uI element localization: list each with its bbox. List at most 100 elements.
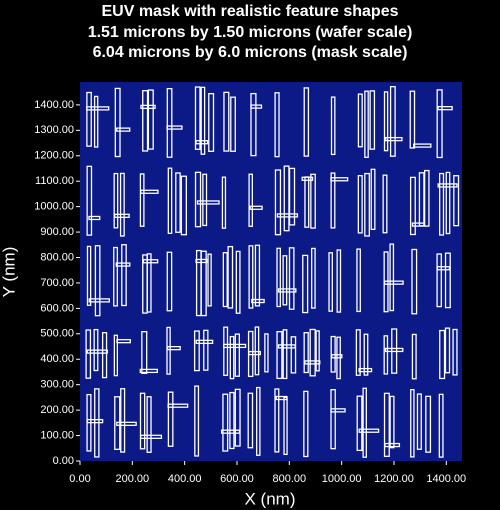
feature [383, 335, 389, 375]
feature [88, 298, 110, 303]
feature [194, 86, 201, 150]
feature [196, 200, 220, 205]
feature [229, 335, 235, 380]
feature [113, 334, 119, 377]
feature [194, 171, 202, 228]
feature [167, 403, 189, 408]
feature [223, 91, 230, 152]
y-tick-label: 400.00 [40, 353, 74, 365]
feature [311, 247, 316, 309]
feature [288, 247, 295, 310]
feature [423, 169, 430, 227]
feature [250, 92, 257, 157]
feature [140, 104, 156, 110]
y-tick-label: 600.00 [40, 302, 74, 314]
feature [358, 367, 373, 373]
feature [200, 250, 207, 317]
feature [274, 169, 282, 236]
feature [94, 245, 101, 317]
feature [86, 245, 92, 306]
feature [437, 106, 453, 111]
x-tick-label: 1200.00 [374, 473, 414, 485]
feature [250, 104, 263, 109]
feature [336, 249, 342, 313]
feature [370, 168, 376, 231]
feature [357, 175, 363, 234]
feature [364, 172, 370, 237]
y-tick-label: 1300.00 [34, 124, 74, 136]
y-tick-label: 900.00 [40, 226, 74, 238]
feature [439, 172, 445, 236]
feature [416, 393, 422, 450]
feature [384, 347, 404, 353]
x-tick-label: 400.00 [168, 473, 202, 485]
feature [142, 90, 149, 152]
feature [302, 254, 309, 314]
feature [410, 389, 415, 458]
plot-area [80, 82, 462, 461]
feature [275, 395, 288, 401]
feature [116, 339, 131, 344]
feature [249, 205, 263, 210]
feature [357, 93, 363, 148]
feature [452, 328, 458, 376]
feature [86, 349, 108, 354]
feature [328, 252, 333, 312]
feature [235, 250, 241, 314]
feature [254, 244, 261, 307]
feature [383, 280, 404, 285]
feature [195, 258, 208, 264]
feature [227, 245, 234, 309]
feature [315, 330, 320, 372]
feature [384, 442, 401, 448]
feature [383, 392, 390, 457]
feature [445, 171, 451, 235]
feature [282, 329, 288, 380]
feature [411, 333, 417, 380]
feature [264, 333, 269, 373]
feature [203, 329, 209, 371]
y-tick-label: 500.00 [40, 328, 74, 340]
feature [221, 176, 227, 229]
feature [277, 344, 296, 349]
feature [330, 172, 336, 229]
feature [444, 252, 451, 309]
feature [355, 329, 361, 376]
feature [116, 127, 131, 132]
feature [436, 253, 442, 308]
feature [93, 95, 99, 148]
feature [364, 90, 369, 158]
y-tick-label: 1100.00 [35, 175, 74, 187]
feature [121, 244, 127, 307]
feature [330, 96, 336, 156]
feature [256, 386, 261, 456]
feature [229, 391, 235, 450]
feature [356, 248, 361, 313]
x-tick-label: 1000.00 [322, 473, 362, 485]
feature [180, 175, 188, 236]
y-tick-label: 1200.00 [34, 150, 74, 162]
feature [282, 255, 288, 306]
feature [309, 328, 316, 377]
feature [369, 90, 376, 150]
features [85, 86, 460, 458]
feature [167, 391, 174, 447]
chart-title: EUV mask with realistic feature shapes [101, 3, 398, 20]
feature [222, 252, 228, 308]
feature [356, 395, 363, 452]
y-tick-label: 1400.00 [34, 99, 74, 111]
feature [330, 408, 346, 413]
feature [166, 326, 171, 375]
feature [195, 339, 214, 344]
feature [363, 333, 369, 376]
y-tick-label: 100.00 [40, 429, 74, 441]
feature [290, 336, 297, 374]
feature [303, 332, 309, 374]
y-tick-label: 1000.00 [34, 201, 74, 213]
feature [116, 421, 137, 426]
x-axis-label: X (nm) [245, 489, 296, 508]
feature [453, 175, 460, 227]
feature [88, 215, 101, 221]
y-tick-label: 0.00 [53, 455, 74, 467]
feature [194, 385, 200, 457]
